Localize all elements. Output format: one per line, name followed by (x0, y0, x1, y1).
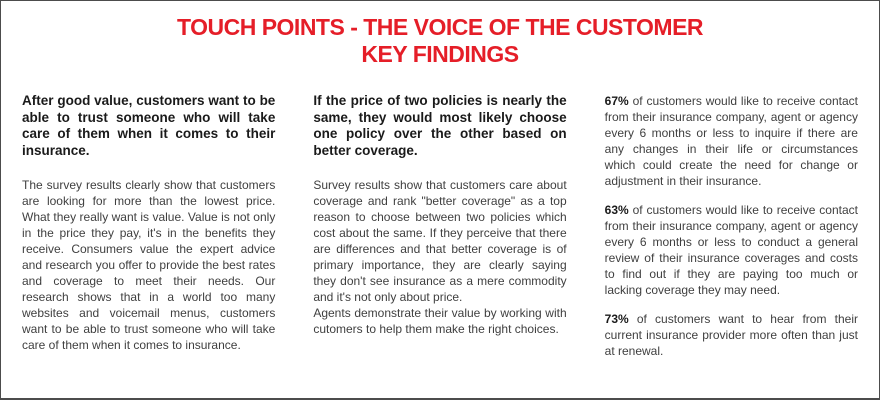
column-better-coverage: If the price of two policies is nearly t… (313, 93, 566, 372)
column-value-trust: After good value, customers want to be a… (22, 93, 275, 372)
title-line-2: KEY FINDINGS (361, 41, 519, 67)
stat-text: of customers would like to receive conta… (604, 203, 858, 297)
body-paragraph: The survey results clearly show that cus… (22, 178, 276, 352)
column-value-trust-heading: After good value, customers want to be a… (22, 93, 276, 158)
stat-paragraph: 63% of customers would like to receive c… (605, 202, 858, 298)
body-paragraph: Survey results show that customers care … (313, 178, 567, 304)
stat-paragraph: 73% of customers want to hear from their… (605, 311, 858, 359)
column-better-coverage-heading: If the price of two policies is nearly t… (313, 93, 567, 158)
stat-value: 73% (604, 312, 629, 326)
title-line-1: TOUCH POINTS - THE VOICE OF THE CUSTOMER (176, 14, 704, 40)
stat-text: of customers would like to receive conta… (604, 94, 858, 188)
stat-value: 63% (604, 203, 629, 217)
body-paragraph: Agents demonstrate their value by workin… (313, 306, 567, 336)
stat-paragraph: 67% of customers would like to receive c… (605, 93, 858, 189)
column-statistics: 67% of customers would like to receive c… (605, 93, 858, 372)
columns-container: After good value, customers want to be a… (1, 93, 879, 372)
stat-value: 67% (604, 94, 629, 108)
stat-text: of customers want to hear from their cur… (604, 312, 858, 358)
page-title: TOUCH POINTS - THE VOICE OF THE CUSTOMER… (1, 14, 879, 68)
